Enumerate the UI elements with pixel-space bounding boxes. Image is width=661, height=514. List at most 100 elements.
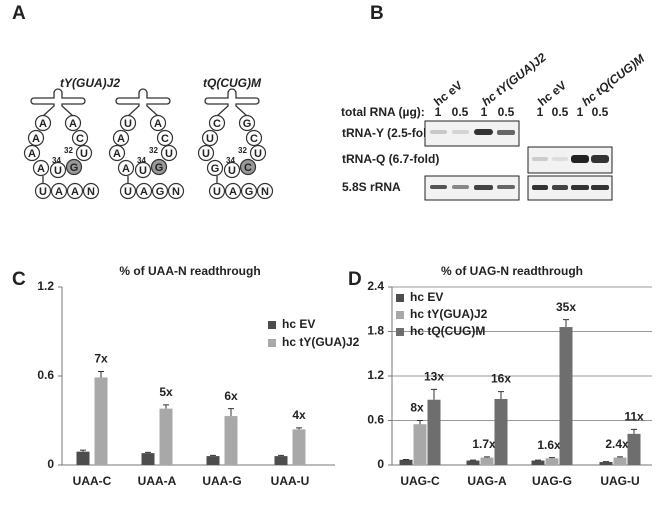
y-tick-label: 0 (377, 457, 384, 471)
nucleotide-circle (151, 182, 169, 200)
nucleotide: C (250, 133, 258, 145)
fold-label: 35x (556, 300, 576, 314)
fold-label: 8x (410, 401, 424, 415)
amount: 0.5 (452, 105, 469, 119)
blot (424, 120, 613, 201)
nucleotide-circle (112, 129, 130, 147)
x-tick-label: UAA-C (73, 474, 112, 488)
nucleotide: A (229, 186, 237, 198)
nucleotide: N (87, 186, 95, 198)
nucleotide-circle (150, 158, 168, 176)
x-tick-label: UAG-C (400, 474, 440, 488)
y-tick-label: 0.6 (37, 368, 54, 382)
legend-swatch (396, 294, 404, 302)
bar (292, 429, 306, 465)
nucleotide: N (261, 186, 269, 198)
legend-swatch (396, 328, 404, 336)
bar (427, 399, 441, 465)
nucleotide-circle (197, 144, 215, 162)
nucleotide: U (80, 148, 88, 160)
nucleotide: A (39, 118, 47, 130)
nucleotide-circle (49, 161, 67, 179)
bar (531, 460, 545, 465)
nucleotide: A (154, 118, 162, 130)
amount: 0.5 (592, 105, 609, 119)
amount: 0.5 (552, 105, 569, 119)
nucleotide: G (243, 118, 252, 130)
amount-label: total RNA (µg): (341, 105, 425, 119)
nucleotide-circle (135, 182, 153, 200)
nucleotide-circle (64, 114, 82, 132)
error-bar (296, 427, 302, 430)
error-bar (498, 391, 504, 399)
nucleotide: C (244, 162, 252, 174)
nucleotide: U (39, 186, 47, 198)
nucleotide: A (122, 163, 130, 175)
bar (94, 377, 108, 465)
nucleotide: A (117, 133, 125, 145)
y-tick-label: 1.2 (367, 368, 384, 382)
nucleotide-circle (108, 144, 126, 162)
position-label: 32 (64, 146, 73, 155)
y-tick-label: 1.2 (37, 279, 54, 293)
nucleotide: U (54, 165, 62, 177)
nucleotide-circle (238, 114, 256, 132)
nucleotide-circle (27, 129, 45, 147)
nucleotide-circle (206, 159, 224, 177)
nucleotide: A (28, 148, 36, 160)
row-label: tRNA-Y (2.5-fold) (342, 126, 438, 140)
panel-label: A (12, 3, 26, 24)
nucleotide-circle (256, 182, 274, 200)
position-label: 34 (137, 156, 146, 165)
nucleotide: U (124, 186, 132, 198)
legend-swatch (396, 311, 404, 319)
nucleotide-circle (223, 161, 241, 179)
amount: 0.5 (498, 105, 515, 119)
nucleotide: G (245, 186, 254, 198)
bar (466, 460, 480, 465)
legend-label: hc tY(GUA)J2 (410, 307, 488, 321)
nucleotide: A (69, 118, 77, 130)
lane-label: hc tQ(CUG)M (579, 51, 648, 109)
error-bar (484, 456, 490, 458)
legend-label: hc tY(GUA)J2 (282, 335, 360, 349)
nucleotide-circle (240, 182, 258, 200)
nucleotide-circle (119, 114, 137, 132)
nucleotide-circle (34, 182, 52, 200)
trna-outlines (30, 88, 260, 184)
nucleotide: A (32, 133, 40, 145)
nucleotide: C (161, 133, 169, 145)
nucleotide: G (211, 163, 220, 175)
nucleotide-circle (34, 114, 52, 132)
error-bar (278, 454, 284, 457)
position-label: 32 (149, 146, 158, 155)
bar (159, 408, 173, 465)
nucleotide: A (71, 186, 79, 198)
nucleotide: G (156, 186, 165, 198)
structure-title: tY(GUA)J2 (60, 76, 120, 90)
nucleotide-circle (32, 159, 50, 177)
x-tick-label: UAA-G (202, 474, 241, 488)
panel-label: B (370, 3, 384, 24)
bar (224, 416, 238, 465)
nucleotide-circle (65, 158, 83, 176)
panel-label: C (12, 269, 26, 290)
nucleotide-circle (119, 182, 137, 200)
nucleotide-circle (75, 144, 93, 162)
fold-label: 4x (292, 408, 306, 422)
nucleotide-circle (224, 182, 242, 200)
error-bar (210, 454, 216, 457)
nucleotide-circle (71, 129, 89, 147)
bar (627, 433, 641, 465)
nucleotide: A (55, 186, 63, 198)
error-bar (563, 319, 569, 328)
nucleotide-circle (82, 182, 100, 200)
structure-title: tQ(CUG)M (203, 76, 262, 90)
bar (480, 457, 494, 465)
amount: 1 (481, 105, 488, 119)
fold-label: 6x (224, 389, 238, 403)
x-tick-label: UAG-A (467, 474, 507, 488)
nucleotide: U (139, 165, 147, 177)
nucleotide-circle (23, 144, 41, 162)
nucleotide-circle (208, 182, 226, 200)
